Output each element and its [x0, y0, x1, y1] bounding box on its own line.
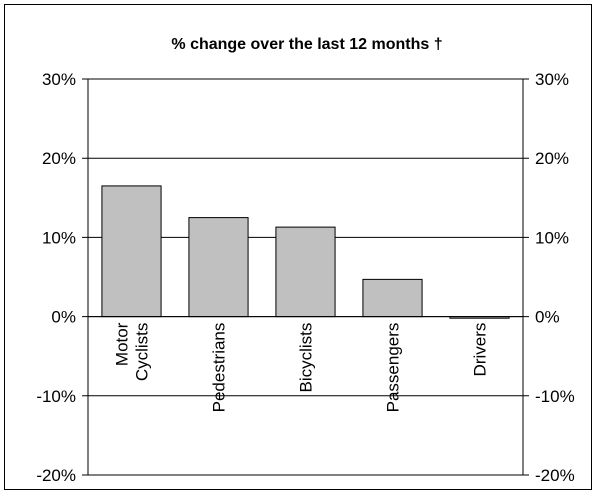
bars [101, 185, 510, 319]
category-label: Bicyclists [297, 323, 316, 393]
bar [362, 278, 423, 318]
category-label: Pedestrians [210, 323, 229, 413]
bar [101, 185, 162, 318]
y-tick-label-right: 20% [535, 149, 569, 168]
y-tick-label-right: 0% [535, 308, 560, 327]
y-tick-label-left: 0% [51, 308, 76, 327]
tick-labels: -20% -20% -10% -10% 0% 0% 10% 10% 20% 20% 30% 30% [36, 70, 574, 485]
bar [188, 217, 249, 318]
y-tick-label-right: -20% [535, 466, 575, 485]
bar-chart: % change over the last 12 months † -20% -… [36, 36, 574, 485]
y-tick-label-left: 10% [42, 228, 76, 247]
y-tick-label-left: 30% [42, 70, 76, 89]
category-label: Passengers [384, 323, 403, 413]
y-tick-label-left: -10% [36, 387, 76, 406]
y-tick-label-right: 10% [535, 228, 569, 247]
category-labels: Motor Cyclists Pedestrians Bicyclists Passen… [113, 322, 490, 412]
chart-frame: % change over the last 12 months † -20% -… [4, 4, 592, 490]
axes [87, 79, 524, 475]
category-label: Motor [113, 322, 132, 366]
category-label: Drivers [471, 323, 490, 377]
y-tick-label-left: 20% [42, 149, 76, 168]
category-label: Cyclists [133, 323, 152, 382]
y-tick-label-left: -20% [36, 466, 76, 485]
chart-title: % change over the last 12 months † [171, 36, 442, 53]
y-tick-label-right: 30% [535, 70, 569, 89]
bar [275, 226, 336, 318]
y-tick-label-right: -10% [535, 387, 575, 406]
